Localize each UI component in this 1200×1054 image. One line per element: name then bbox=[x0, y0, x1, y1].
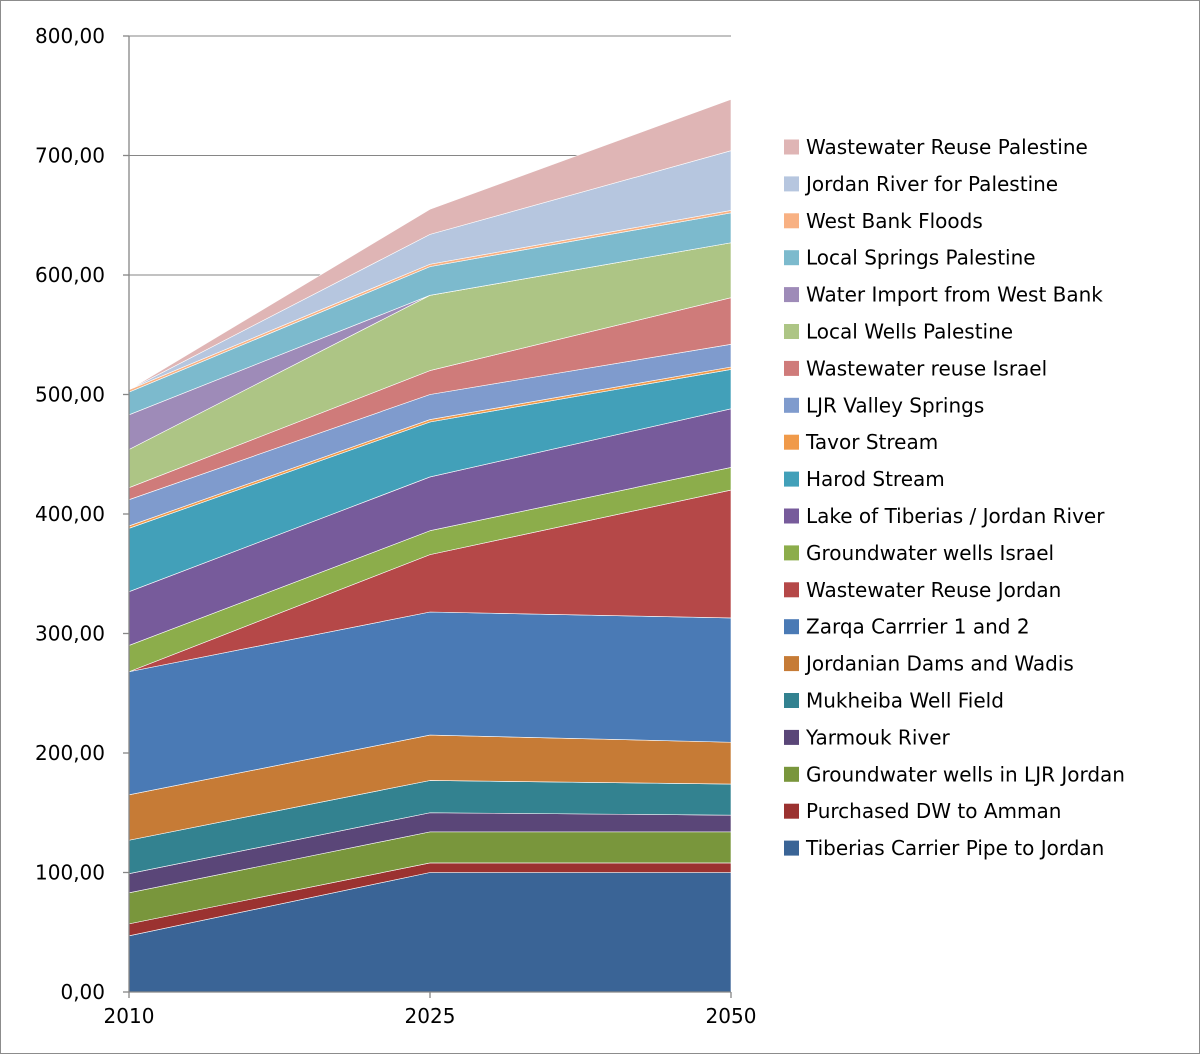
y-tick-label: 300,00 bbox=[35, 622, 105, 646]
y-tick-label: 200,00 bbox=[35, 741, 105, 765]
legend-label: West Bank Floods bbox=[806, 209, 983, 233]
legend-swatch bbox=[784, 766, 799, 782]
legend-label: Tavor Stream bbox=[805, 430, 938, 454]
legend-label: Tiberias Carrier Pipe to Jordan bbox=[805, 836, 1104, 860]
y-tick-label: 600,00 bbox=[35, 263, 105, 287]
legend-swatch bbox=[784, 360, 799, 376]
legend-label: Mukheiba Well Field bbox=[806, 689, 1004, 713]
legend-label: LJR Valley Springs bbox=[806, 393, 984, 417]
legend-swatch bbox=[784, 176, 799, 192]
legend-label: Wastewater Reuse Palestine bbox=[806, 135, 1088, 159]
legend-swatch bbox=[784, 434, 799, 450]
legend-swatch bbox=[784, 139, 799, 155]
axes: 0,00 100,00 200,00 300,00 400,00 500,00 600,00… bbox=[35, 24, 756, 1028]
legend-label: Wastewater reuse Israel bbox=[806, 356, 1047, 380]
x-tick-label: 2050 bbox=[706, 1004, 757, 1028]
legend-label: Lake of Tiberias / Jordan River bbox=[806, 504, 1105, 528]
x-tick-label: 2010 bbox=[104, 1004, 155, 1028]
legend-label: Jordan River for Palestine bbox=[804, 172, 1058, 196]
legend-swatch bbox=[784, 840, 799, 856]
legend-swatch bbox=[784, 693, 799, 708]
legend-swatch bbox=[784, 397, 799, 413]
legend-swatch bbox=[784, 250, 799, 266]
legend-label: Local Wells Palestine bbox=[806, 320, 1013, 344]
legend-swatch bbox=[784, 213, 799, 229]
legend-swatch bbox=[784, 508, 799, 524]
legend-swatch bbox=[784, 582, 799, 598]
legend-label: Water Import from West Bank bbox=[806, 283, 1103, 307]
legend-label: Yarmouk River bbox=[805, 725, 951, 749]
y-tick-label: 800,00 bbox=[35, 24, 105, 48]
y-tick-label: 400,00 bbox=[35, 502, 105, 526]
legend: Wastewater Reuse Palestine Jordan River f… bbox=[784, 135, 1125, 860]
legend-swatch bbox=[784, 656, 799, 672]
legend-swatch bbox=[784, 729, 799, 745]
y-tick-label: 100,00 bbox=[35, 861, 105, 885]
x-tick-label: 2025 bbox=[405, 1004, 456, 1028]
legend-swatch bbox=[784, 803, 799, 819]
legend-swatch bbox=[784, 545, 799, 561]
legend-label: Wastewater Reuse Jordan bbox=[806, 578, 1061, 602]
legend-label: Purchased DW to Amman bbox=[806, 799, 1061, 823]
y-tick-label: 500,00 bbox=[35, 383, 105, 407]
legend-swatch bbox=[784, 287, 799, 303]
legend-label: Local Springs Palestine bbox=[806, 246, 1036, 270]
area-wastewater-reuse-palestine bbox=[128, 99, 732, 391]
legend-swatch bbox=[784, 619, 799, 635]
legend-label: Harod Stream bbox=[806, 467, 945, 491]
y-tick-label: 700,00 bbox=[35, 144, 105, 168]
plot-areas bbox=[128, 99, 732, 993]
legend-label: Jordanian Dams and Wadis bbox=[804, 652, 1074, 676]
legend-swatch bbox=[784, 324, 799, 339]
legend-label: Groundwater wells Israel bbox=[806, 541, 1054, 565]
y-tick-label: 0,00 bbox=[60, 980, 105, 1004]
legend-label: Groundwater wells in LJR Jordan bbox=[806, 762, 1125, 786]
legend-swatch bbox=[784, 471, 799, 487]
legend-label: Zarqa Carrrier 1 and 2 bbox=[806, 615, 1030, 639]
